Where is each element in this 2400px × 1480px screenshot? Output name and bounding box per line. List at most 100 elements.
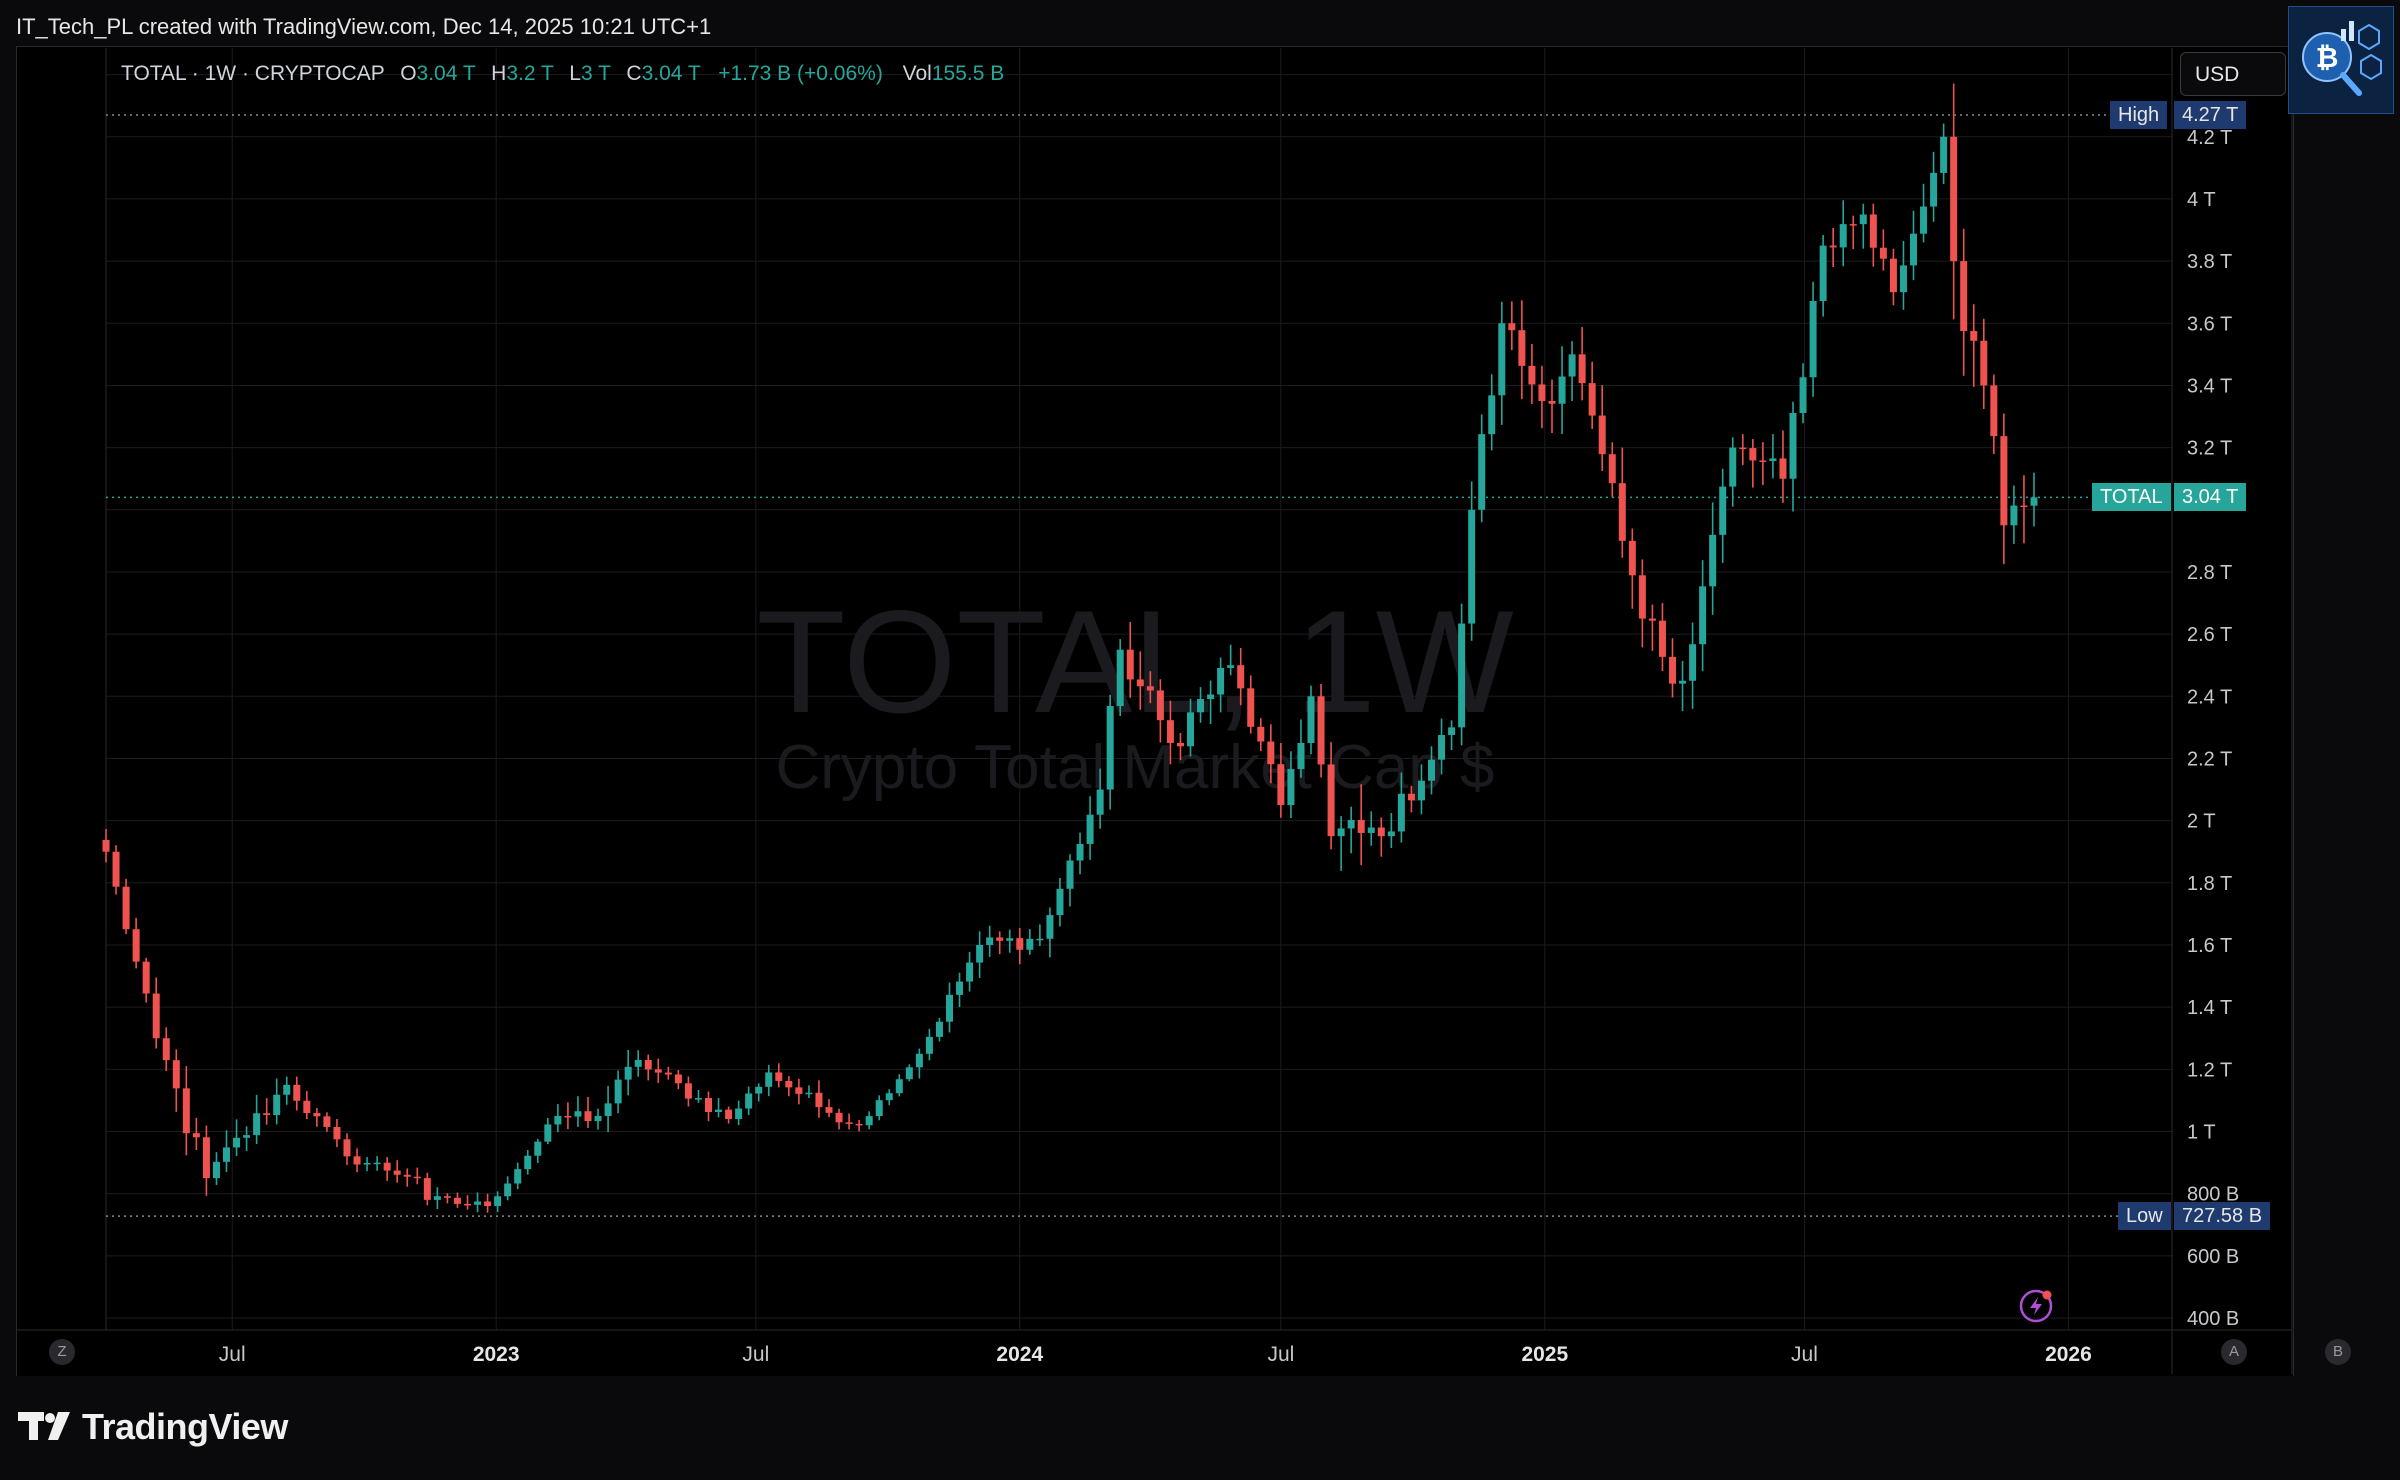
candle bbox=[393, 1160, 401, 1183]
candle bbox=[845, 1113, 853, 1130]
candle bbox=[855, 1119, 863, 1132]
candle bbox=[1488, 374, 1496, 451]
candle-body bbox=[524, 1155, 532, 1170]
candle-body bbox=[1588, 383, 1596, 416]
candle-body bbox=[544, 1124, 552, 1142]
candle-body bbox=[1488, 395, 1496, 435]
time-tick-label: Jul bbox=[219, 1343, 246, 1366]
candle-body bbox=[403, 1174, 411, 1177]
candle-body bbox=[795, 1087, 803, 1094]
candle bbox=[1307, 685, 1315, 755]
legend-symbol[interactable]: TOTAL · 1W · CRYPTOCAP bbox=[121, 62, 385, 85]
candle-body bbox=[574, 1111, 582, 1117]
candle bbox=[443, 1193, 451, 1204]
ohlc-legend: TOTAL · 1W · CRYPTOCAP O3.04 T H3.2 T L3… bbox=[121, 62, 1004, 86]
candle-body bbox=[674, 1074, 682, 1084]
candle bbox=[1518, 300, 1526, 400]
candle bbox=[1508, 301, 1516, 351]
svg-text:₿: ₿ bbox=[2316, 41, 2339, 74]
candle bbox=[1327, 742, 1335, 850]
candle-body bbox=[273, 1094, 281, 1116]
candle bbox=[976, 931, 984, 978]
tradingview-logo[interactable]: TradingView bbox=[18, 1406, 288, 1448]
candle-body bbox=[1176, 742, 1184, 747]
candle-body bbox=[453, 1197, 461, 1204]
currency-button[interactable]: USD bbox=[2180, 52, 2286, 96]
candle bbox=[1628, 528, 1636, 609]
candle bbox=[1247, 675, 1255, 734]
candle-body bbox=[624, 1066, 632, 1080]
candle-body bbox=[694, 1098, 702, 1100]
candle-body bbox=[1628, 540, 1636, 576]
candle bbox=[805, 1085, 813, 1098]
candle-body bbox=[775, 1072, 783, 1081]
candle-body bbox=[1689, 644, 1697, 681]
candle bbox=[333, 1118, 341, 1148]
candle-body bbox=[1096, 789, 1104, 815]
candle-body bbox=[996, 937, 1004, 941]
candle-body bbox=[1578, 354, 1586, 384]
candle bbox=[202, 1125, 210, 1196]
zoom-reset-button[interactable]: Z bbox=[49, 1339, 75, 1365]
candle-body bbox=[765, 1072, 773, 1087]
legend-close-label: C bbox=[626, 62, 642, 85]
candle-body bbox=[1920, 206, 1928, 234]
candle-body bbox=[915, 1053, 923, 1068]
candle-body bbox=[1327, 764, 1335, 837]
candle bbox=[313, 1108, 321, 1127]
candle bbox=[283, 1076, 291, 1105]
candle-body bbox=[1337, 828, 1345, 837]
candle bbox=[825, 1099, 833, 1118]
candle bbox=[564, 1102, 572, 1130]
chart-frame[interactable] bbox=[16, 46, 2294, 1378]
candle-body bbox=[895, 1079, 903, 1094]
candle-body bbox=[162, 1038, 170, 1061]
candle-body bbox=[1819, 245, 1827, 301]
candle bbox=[765, 1064, 773, 1097]
candle-body bbox=[293, 1084, 301, 1101]
candle-body bbox=[2000, 436, 2008, 526]
candle-body bbox=[1729, 447, 1737, 487]
candle-body bbox=[946, 994, 953, 1022]
settings-b-button[interactable]: B bbox=[2325, 1339, 2351, 1365]
candle bbox=[1468, 481, 1476, 641]
candle-body bbox=[1166, 720, 1174, 743]
candle bbox=[1779, 430, 1787, 503]
candle-body bbox=[534, 1141, 542, 1156]
candle bbox=[996, 931, 1004, 955]
candle-body bbox=[1448, 727, 1456, 735]
candle-body bbox=[925, 1036, 933, 1054]
candle-body bbox=[433, 1196, 441, 1200]
candle bbox=[1367, 811, 1375, 846]
candle-body bbox=[1638, 575, 1646, 619]
candle-body bbox=[1648, 618, 1656, 621]
candle bbox=[102, 828, 110, 863]
candle bbox=[2010, 485, 2018, 544]
candle bbox=[634, 1050, 642, 1077]
candle-body bbox=[263, 1113, 271, 1116]
candle-body bbox=[1217, 667, 1225, 695]
candle bbox=[1397, 772, 1405, 843]
legend-vol-value: 155.5 B bbox=[931, 62, 1005, 85]
candle-body bbox=[986, 937, 994, 945]
price-tick-label: 800 B bbox=[2187, 1184, 2239, 1206]
candle-body bbox=[745, 1093, 753, 1109]
candle bbox=[946, 982, 953, 1033]
price-tick-label: 3.6 T bbox=[2187, 313, 2232, 335]
candle bbox=[735, 1100, 743, 1126]
candle bbox=[142, 957, 150, 1003]
candle bbox=[2020, 475, 2028, 544]
candle bbox=[835, 1108, 843, 1130]
candle bbox=[263, 1098, 271, 1125]
lightning-icon[interactable] bbox=[2019, 1289, 2053, 1323]
candle-body bbox=[1548, 400, 1556, 404]
candle bbox=[373, 1156, 381, 1171]
candle-body bbox=[654, 1069, 662, 1073]
level-lines bbox=[106, 114, 2118, 1217]
candle-body bbox=[223, 1147, 230, 1162]
auto-scale-button[interactable]: A bbox=[2221, 1339, 2247, 1365]
candle-body bbox=[1739, 447, 1747, 450]
candle bbox=[1337, 816, 1345, 871]
low-tag-label: Low bbox=[2118, 1202, 2171, 1231]
